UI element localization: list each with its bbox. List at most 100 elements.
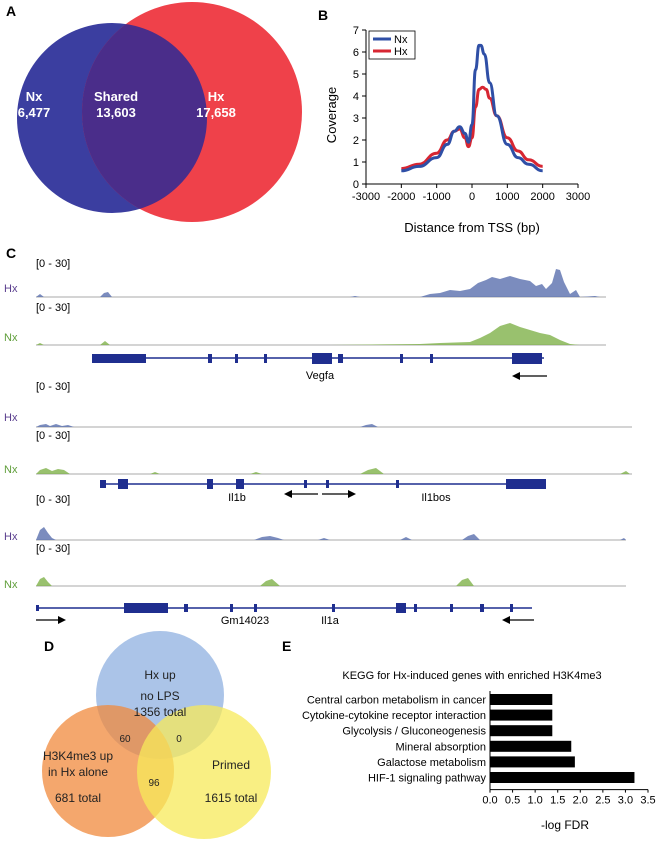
strand-arrow-left-icon xyxy=(502,616,534,624)
gene-exon xyxy=(230,604,233,612)
venn-d-left-circle xyxy=(42,705,174,837)
kegg-category-label: HIF-1 signaling pathway xyxy=(368,773,487,785)
panel-a-label: A xyxy=(6,3,16,19)
kegg-x-tick-label: 1.5 xyxy=(550,795,565,807)
kegg-bar xyxy=(490,756,575,768)
nx-signal-vegfa xyxy=(36,323,580,345)
kegg-bar xyxy=(490,725,553,737)
legend-hx-label: Hx xyxy=(394,46,408,58)
legend-nx-label: Nx xyxy=(394,34,408,46)
range-label: [0 - 30] xyxy=(36,494,70,506)
kegg-category-label: Mineral absorption xyxy=(396,741,487,753)
kegg-bar-chart: KEGG for Hx-induced genes with enriched … xyxy=(302,670,656,832)
range-label: [0 - 30] xyxy=(36,302,70,314)
gene-label-gm14023: Gm14023 xyxy=(221,615,269,627)
kegg-bar xyxy=(490,740,572,752)
venn-d-left-line3: 681 total xyxy=(55,791,101,805)
gene-exon xyxy=(184,604,188,612)
gene-exon xyxy=(396,480,399,488)
kegg-x-tick-label: 2.5 xyxy=(595,795,610,807)
coverage-x-axis-title: Distance from TSS (bp) xyxy=(404,220,540,235)
gene-exon xyxy=(338,354,343,363)
x-tick-label: 0 xyxy=(469,191,475,203)
kegg-x-tick-label: 3.0 xyxy=(618,795,633,807)
hx-signal-vegfa xyxy=(36,269,600,297)
gene-exon xyxy=(36,605,39,611)
venn-d-right-line1: Primed xyxy=(212,758,250,772)
gene-exon xyxy=(236,479,244,489)
strand-arrow-right-icon xyxy=(36,616,66,624)
gene-exon xyxy=(118,479,128,489)
il1b-locus: [0 - 30] Hx [0 - 30] Nx Il1b Il1bos xyxy=(4,381,632,504)
gene-label-vegfa: Vegfa xyxy=(306,370,335,382)
coverage-chart: Coverage Distance from TSS (bp) 0 1 2 3 4 5 6 7… xyxy=(324,25,590,235)
kegg-x-tick-label: 1.0 xyxy=(527,795,542,807)
gene-exon xyxy=(207,479,213,489)
strand-arrow-left-icon xyxy=(284,490,318,498)
y-tick-label: 0 xyxy=(353,179,359,191)
gene-label-il1bos: Il1bos xyxy=(421,492,451,504)
x-tick-label: 2000 xyxy=(530,191,554,203)
kegg-category-label: Galactose metabolism xyxy=(377,757,486,769)
nx-signal-il1b xyxy=(36,468,630,474)
gene-exon xyxy=(332,604,335,612)
venn-a-shared-label: Shared xyxy=(94,89,138,104)
hx-signal-il1a xyxy=(36,527,626,540)
venn-d-top-line2: no LPS xyxy=(140,689,179,703)
kegg-x-tick-label: 0.5 xyxy=(505,795,520,807)
vegfa-locus: [0 - 30] Hx [0 - 30] Nx Vegfa xyxy=(4,258,606,382)
x-tick-label: 3000 xyxy=(566,191,590,203)
venn-a-shared-count: 13,603 xyxy=(96,105,136,120)
legend-box xyxy=(368,30,416,60)
gene-exon xyxy=(100,480,106,488)
kegg-category-label: Central carbon metabolism in cancer xyxy=(307,695,486,707)
strand-arrow-left-icon xyxy=(512,372,547,380)
venn-d-right-circle xyxy=(137,705,271,839)
y-tick-label: 5 xyxy=(353,69,359,81)
x-tick-label: -3000 xyxy=(352,191,380,203)
venn-d-count-left-right: 96 xyxy=(148,778,160,789)
venn-a-hx-label: Hx xyxy=(208,89,225,104)
coverage-legend: Nx Hx xyxy=(368,30,416,60)
range-label: [0 - 30] xyxy=(36,543,70,555)
venn-d-count-top-left: 60 xyxy=(119,734,131,745)
y-tick-label: 3 xyxy=(353,113,359,125)
kegg-x-tick-label: 3.5 xyxy=(640,795,655,807)
kegg-x-axis-title: -log FDR xyxy=(541,818,589,832)
kegg-x-tick-label: 2.0 xyxy=(573,795,588,807)
venn-a-nx-label: Nx xyxy=(26,89,43,104)
il1a-locus: [0 - 30] Hx [0 - 30] Nx Gm14023 Il1a xyxy=(4,494,626,627)
gene-exon xyxy=(326,480,329,488)
gene-exon xyxy=(264,354,267,363)
venn-a-overlap xyxy=(82,23,207,213)
strand-arrow-right-icon xyxy=(322,490,356,498)
range-label: [0 - 30] xyxy=(36,381,70,393)
y-tick-label: 7 xyxy=(353,25,359,37)
gene-exon xyxy=(92,354,146,363)
gene-exon xyxy=(312,353,332,364)
track-label-nx: Nx xyxy=(4,579,18,591)
x-tick-label: 1000 xyxy=(495,191,519,203)
gene-exon xyxy=(304,480,307,488)
x-tick-label: -2000 xyxy=(387,191,415,203)
gene-exon xyxy=(235,354,238,363)
venn-d-top-line1: Hx up xyxy=(144,668,176,682)
x-tick-label: -1000 xyxy=(423,191,451,203)
gene-exon xyxy=(414,604,417,612)
gene-exon xyxy=(208,354,212,363)
panel-d-label: D xyxy=(44,638,54,654)
series-line-nx xyxy=(401,43,543,173)
gene-exon xyxy=(124,603,168,613)
track-label-nx: Nx xyxy=(4,332,18,344)
track-label-nx: Nx xyxy=(4,464,18,476)
y-tick-label: 4 xyxy=(353,91,359,103)
venn-d-left-line1: H3K4me3 up xyxy=(43,749,113,763)
track-label-hx: Hx xyxy=(4,412,18,424)
kegg-category-label: Cytokine-cytokine receptor interaction xyxy=(302,710,486,722)
kegg-bar xyxy=(490,709,553,721)
gene-exon xyxy=(510,604,513,612)
hx-signal-il1b xyxy=(36,424,378,427)
venn-d-left-line2: in Hx alone xyxy=(48,765,108,779)
gene-exon xyxy=(450,604,453,612)
